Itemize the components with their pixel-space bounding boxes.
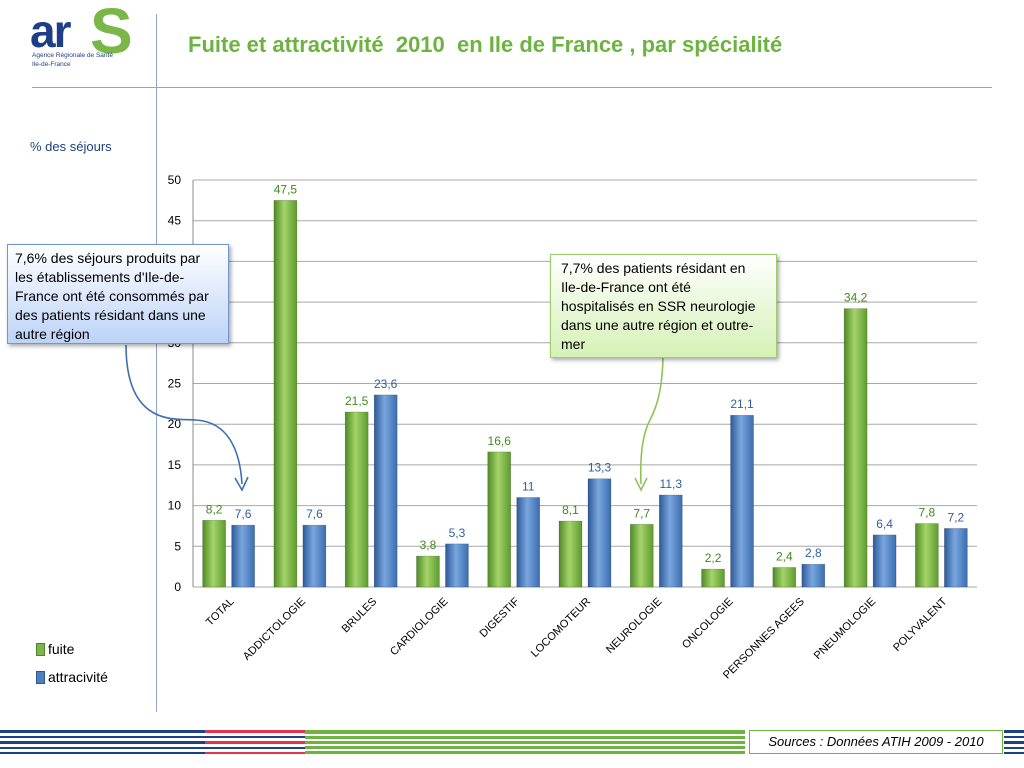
logo-mark-s: S xyxy=(90,0,133,67)
right-callout-arrow xyxy=(639,357,664,485)
ars-logo: ar S Agence Régionale de Santé Ile-de-Fr… xyxy=(30,0,140,74)
data-label-attractivite: 6,4 xyxy=(876,517,893,531)
bar-attractivite xyxy=(516,497,541,588)
data-label-fuite: 34,2 xyxy=(844,291,868,305)
data-label-fuite: 16,6 xyxy=(488,434,512,448)
y-tick-label: 20 xyxy=(168,417,182,431)
category-label: POLYVALENT xyxy=(891,595,950,654)
bar-attractivite xyxy=(231,524,255,588)
data-labels: 8,2 7,6 47,5 7,6 21,5 23,6 3,8 5,3 16,6 11 8,1 13,3… xyxy=(206,182,965,565)
footer-stripes xyxy=(0,730,745,754)
bar-fuite xyxy=(629,524,654,588)
category-labels: TOTAL ADDICTOLOGIE BRULES CARDIOLOGIE DIGEST… xyxy=(204,595,950,681)
bar-attractivite xyxy=(944,528,968,588)
data-label-attractivite: 2,8 xyxy=(805,546,822,560)
logo-line-2: Ile-de-France xyxy=(32,61,71,68)
bar-fuite xyxy=(701,568,725,588)
bars xyxy=(202,200,968,588)
callout-attractivite-note: 7,6% des séjours produits par les établi… xyxy=(7,244,229,344)
legend-swatch-blue xyxy=(36,670,45,684)
category-label: PNEUMOLOGIE xyxy=(812,596,878,662)
left-callout-arrow xyxy=(125,344,243,485)
y-tick-label: 45 xyxy=(168,214,182,228)
data-label-attractivite: 21,1 xyxy=(730,397,754,411)
y-tick-label: 10 xyxy=(168,499,182,513)
bar-attractivite xyxy=(445,543,469,588)
bar-fuite xyxy=(558,520,583,588)
category-label: PERSONNES AGEES xyxy=(721,596,807,682)
data-label-attractivite: 11,3 xyxy=(660,477,683,491)
bar-fuite xyxy=(487,451,512,588)
bar-attractivite xyxy=(587,478,612,588)
bar-fuite xyxy=(202,519,226,588)
left-callout-arrowhead xyxy=(234,476,249,492)
legend-swatch-green xyxy=(36,642,45,656)
bar-attractivite xyxy=(872,534,897,588)
data-label-fuite: 2,2 xyxy=(705,551,722,565)
data-label-fuite: 3,8 xyxy=(420,538,437,552)
data-label-attractivite: 7,6 xyxy=(235,507,252,521)
data-label-fuite: 7,8 xyxy=(919,506,936,520)
data-label-attractivite: 7,6 xyxy=(306,507,323,521)
callout-arrows xyxy=(125,344,664,492)
slide-title: Fuite et attractivité 2010 en Ile de Fra… xyxy=(188,32,783,57)
bar-fuite xyxy=(843,308,868,588)
data-label-attractivite: 23,6 xyxy=(374,377,398,391)
data-label-attractivite: 7,2 xyxy=(948,510,965,524)
data-label-attractivite: 5,3 xyxy=(449,526,466,540)
data-label-fuite: 21,5 xyxy=(345,394,369,408)
data-label-attractivite: 11 xyxy=(522,479,535,493)
category-label: NEUROLOGIE xyxy=(604,596,664,656)
category-label: ONCOLOGIE xyxy=(680,596,736,652)
source-note: Sources : Données ATIH 2009 - 2010 xyxy=(749,730,1003,754)
category-label: BRULES xyxy=(340,596,380,636)
right-callout-arrowhead xyxy=(634,477,648,492)
footer-stripes-right xyxy=(1004,730,1024,754)
category-label: LOCOMOTEUR xyxy=(529,596,593,660)
category-label: ADDICTOLOGIE xyxy=(241,596,308,663)
y-tick-labels: 05101520253035404550 xyxy=(168,173,182,594)
logo-line-1: Agence Régionale de Santé xyxy=(32,52,113,59)
legend-label-fuite: fuite xyxy=(48,641,75,657)
y-tick-label: 5 xyxy=(174,539,181,553)
header-divider xyxy=(32,87,992,88)
y-axis-caption: % des séjours xyxy=(30,139,112,154)
legend-item-attractivite: attracivité xyxy=(36,669,108,685)
data-label-fuite: 2,4 xyxy=(776,549,793,563)
category-label: CARDIOLOGIE xyxy=(388,596,451,659)
category-label: TOTAL xyxy=(204,596,237,629)
y-tick-label: 0 xyxy=(174,580,181,594)
callout-fuite-note: 7,7% des patients résidant en Ile-de-Fra… xyxy=(550,254,777,358)
data-label-attractivite: 13,3 xyxy=(588,461,612,475)
data-label-fuite: 7,7 xyxy=(633,506,650,520)
bar-fuite xyxy=(772,567,797,588)
bar-attractivite xyxy=(801,563,826,588)
bar-fuite xyxy=(344,411,369,588)
bar-attractivite xyxy=(373,394,398,588)
bar-fuite xyxy=(416,555,440,588)
legend-label-attractivite: attracivité xyxy=(48,669,108,685)
bar-attractivite xyxy=(730,414,754,588)
legend-item-fuite: fuite xyxy=(36,641,74,657)
bar-attractivite xyxy=(302,524,327,588)
logo-mark-ar: ar xyxy=(30,5,72,57)
data-label-fuite: 8,1 xyxy=(562,503,579,517)
y-tick-label: 50 xyxy=(168,173,182,187)
bar-fuite xyxy=(273,200,298,588)
bar-attractivite xyxy=(658,494,683,588)
bar-fuite xyxy=(915,523,939,588)
category-label: DIGESTIF xyxy=(477,595,522,640)
data-label-fuite: 8,2 xyxy=(206,502,223,516)
y-tick-label: 25 xyxy=(168,377,182,391)
y-tick-label: 15 xyxy=(168,458,182,472)
vertical-divider xyxy=(156,14,157,712)
data-label-fuite: 47,5 xyxy=(274,182,298,196)
